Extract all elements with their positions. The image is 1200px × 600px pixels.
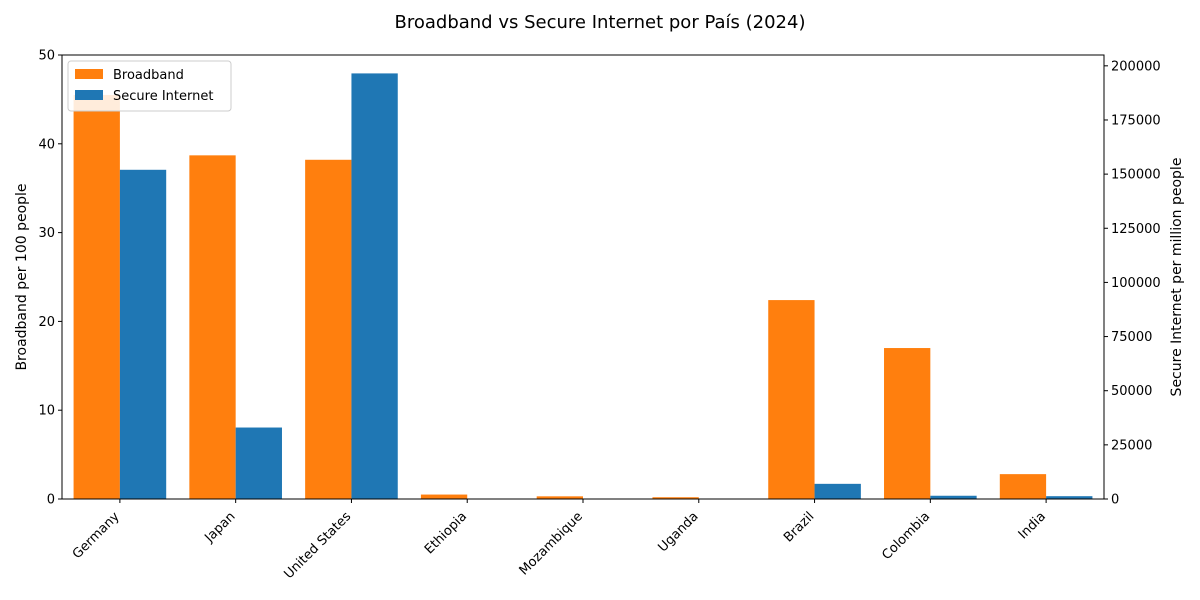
bars-group — [73, 73, 1093, 500]
bar-secure-internet-colombia — [930, 495, 977, 499]
bar-secure-internet-brazil — [814, 483, 861, 499]
x-tick-label: Japan — [202, 509, 239, 546]
legend-box — [67, 60, 232, 112]
left-tick-label: 10 — [38, 404, 55, 419]
right-tick-label: 50000 — [1111, 384, 1152, 399]
bar-broadband-india — [999, 474, 1047, 499]
x-tick-label: Mozambique — [517, 509, 586, 578]
right-tick-label: 125000 — [1111, 222, 1161, 237]
right-y-axis: 0 25000 50000 75000 100000 125000 150000 175000… — [1104, 59, 1161, 508]
legend-label: Secure Internet — [113, 89, 213, 104]
left-tick-label: 40 — [38, 137, 55, 152]
bar-secure-internet-india — [1046, 496, 1093, 499]
bar-broadband-ethiopia — [420, 494, 468, 499]
right-tick-label: 200000 — [1111, 59, 1161, 74]
bar-secure-internet-japan — [235, 427, 282, 499]
bar-secure-internet-united-states — [351, 73, 398, 499]
bar-secure-internet-germany — [119, 169, 167, 500]
x-tick-label: Colombia — [879, 509, 933, 563]
bar-broadband-brazil — [768, 300, 815, 499]
bar-broadband-united-states — [305, 159, 352, 499]
bar-broadband-uganda — [652, 497, 699, 499]
bar-broadband-germany — [73, 94, 120, 500]
x-tick-label: Germany — [70, 509, 123, 562]
x-axis: Germany Japan United States Ethiopia Mozambi… — [70, 499, 1049, 582]
x-tick-label: India — [1016, 509, 1049, 542]
legend: Broadband Secure Internet — [67, 60, 232, 112]
left-axis-label: Broadband per 100 people — [14, 183, 30, 370]
left-tick-label: 30 — [38, 226, 55, 241]
x-tick-label: Ethiopia — [422, 509, 470, 557]
x-tick-label: Uganda — [656, 509, 702, 555]
right-tick-label: 100000 — [1111, 276, 1161, 291]
bar-broadband-colombia — [884, 348, 931, 499]
chart-title: Broadband vs Secure Internet por País (2… — [395, 12, 806, 33]
left-tick-label: 20 — [38, 315, 55, 330]
x-tick-label: Brazil — [781, 509, 817, 545]
bar-broadband-mozambique — [536, 496, 583, 499]
left-tick-label: 0 — [47, 493, 55, 508]
legend-swatch — [75, 69, 103, 79]
left-tick-label: 50 — [38, 49, 55, 64]
right-axis-label: Secure Internet per million people — [1169, 158, 1185, 397]
x-tick-label: United States — [281, 509, 354, 582]
right-tick-label: 25000 — [1111, 438, 1152, 453]
bar-broadband-japan — [189, 155, 236, 499]
left-y-axis: 0 10 20 30 40 50 — [38, 49, 62, 508]
right-tick-label: 150000 — [1111, 168, 1161, 183]
right-tick-label: 75000 — [1111, 330, 1152, 345]
right-tick-label: 0 — [1111, 493, 1119, 508]
legend-swatch — [75, 90, 103, 100]
right-tick-label: 175000 — [1111, 113, 1161, 128]
legend-label: Broadband — [113, 68, 184, 83]
